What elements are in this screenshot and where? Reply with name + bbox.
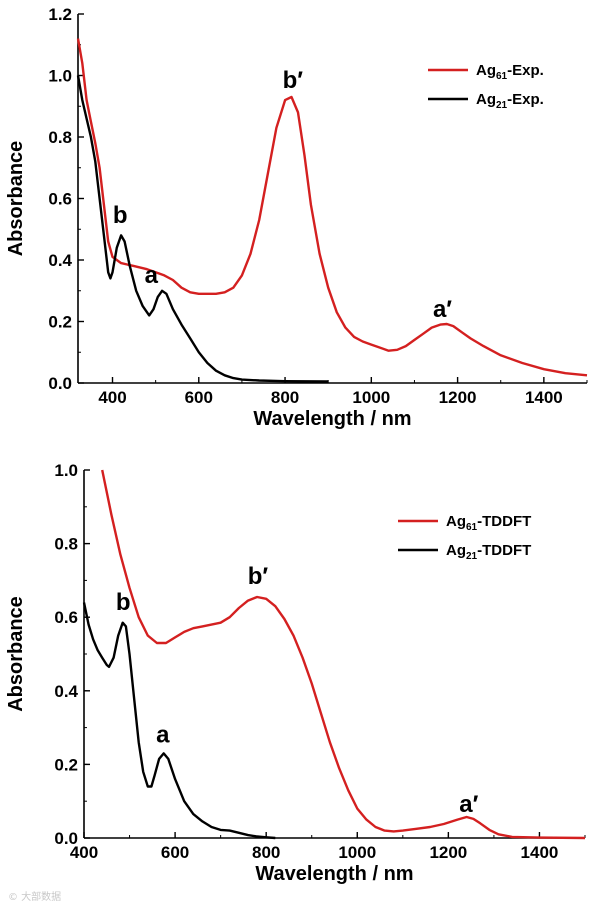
y-tick-label: 0.4	[54, 682, 78, 701]
x-tick-label: 600	[185, 388, 213, 407]
x-tick-label: 800	[252, 843, 280, 862]
x-axis-label: Wavelength / nm	[253, 408, 411, 430]
y-tick-label: 0.6	[54, 608, 78, 627]
y-tick-label: 0.2	[48, 313, 72, 332]
peak-annotation: a′	[459, 791, 478, 818]
legend-label: Ag61-TDDFT	[446, 513, 531, 533]
y-tick-label: 1.0	[54, 461, 78, 480]
legend-label: Ag61-Exp.	[476, 62, 544, 82]
y-axis-label: Absorbance	[5, 596, 27, 712]
legend-label: Ag21-Exp.	[476, 91, 544, 111]
peak-annotation: b′	[283, 67, 304, 94]
y-tick-label: 0.0	[54, 829, 78, 848]
watermark: © 大部数据	[8, 890, 61, 903]
peak-annotation: a	[156, 721, 170, 748]
legend-label: Ag21-TDDFT	[446, 542, 531, 562]
x-tick-label: 1200	[429, 843, 467, 862]
y-tick-label: 0.0	[48, 374, 72, 393]
x-tick-label: 400	[98, 388, 126, 407]
y-tick-label: 0.8	[54, 535, 78, 554]
x-tick-label: 1200	[439, 388, 477, 407]
peak-annotation: a′	[433, 296, 452, 323]
series-line-ag61	[101, 469, 586, 840]
y-tick-label: 1.2	[48, 5, 72, 24]
x-tick-label: 1400	[525, 388, 563, 407]
x-axis-label: Wavelength / nm	[255, 863, 413, 885]
x-tick-label: 800	[271, 388, 299, 407]
y-tick-label: 0.2	[54, 755, 78, 774]
chart-tddft: 400 600 800 1000 1200 1400 0.0 0.2 0.4 0.6 0.8 1.0 W…	[5, 461, 586, 885]
chart-experimental: 400 600 800 1000 1200 1400 0.0 0.2 0.4 0.6 0.8 1.0 1…	[5, 5, 588, 430]
series-line-ag21	[76, 75, 329, 383]
y-tick-label: 1.0	[48, 67, 72, 86]
y-tick-label: 0.8	[48, 128, 72, 147]
series-line-ag61	[76, 38, 588, 377]
y-tick-label: 0.6	[48, 190, 72, 209]
y-tick-label: 0.4	[48, 251, 72, 270]
x-tick-label: 600	[161, 843, 189, 862]
y-axis-label: Absorbance	[5, 141, 27, 257]
peak-annotation: b	[113, 202, 128, 229]
peak-annotation: b′	[248, 563, 269, 590]
x-tick-label: 1000	[338, 843, 376, 862]
peak-annotation: b	[116, 589, 131, 616]
peak-annotation: a	[145, 262, 159, 289]
x-tick-label: 1400	[521, 843, 559, 862]
series-line-ag21	[82, 602, 276, 840]
x-tick-label: 400	[70, 843, 98, 862]
x-tick-label: 1000	[352, 388, 390, 407]
